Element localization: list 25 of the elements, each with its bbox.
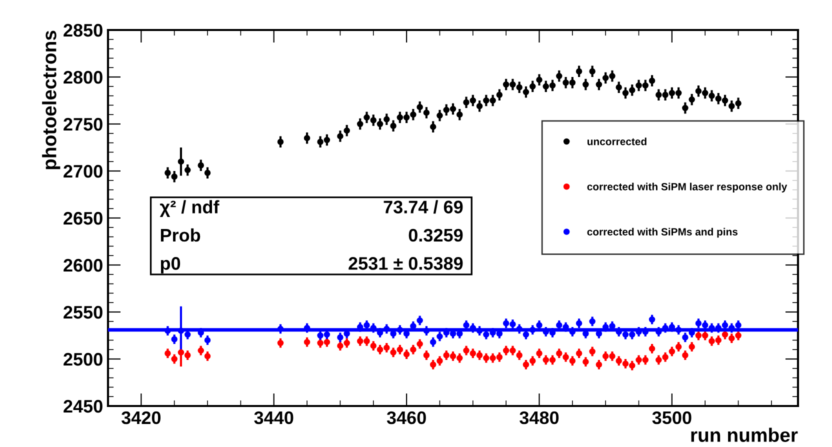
x-tick-label: 3480 bbox=[520, 411, 559, 424]
annotation: 2531 ± 0.5389 bbox=[348, 257, 463, 270]
legend-label: corrected with SiPMs and pins bbox=[587, 228, 738, 238]
y-tick-label: 2750 bbox=[64, 118, 102, 131]
y-tick-label: 2850 bbox=[64, 24, 102, 37]
legend-label: corrected with SiPM laser response only bbox=[587, 182, 788, 192]
x-axis-title: run number bbox=[691, 428, 798, 442]
y-tick-label: 2650 bbox=[64, 212, 102, 225]
x-tick-label: 3420 bbox=[122, 411, 161, 424]
annotation: Prob bbox=[160, 228, 200, 242]
annotation: 73.74 / 69 bbox=[384, 200, 463, 214]
legend-label: uncorrected bbox=[588, 138, 646, 146]
y-tick-label: 2550 bbox=[64, 306, 102, 319]
x-tick-label: 3500 bbox=[652, 411, 692, 424]
y-axis-title: photoelectrons bbox=[42, 30, 60, 170]
y-tick-label: 2450 bbox=[64, 400, 102, 413]
annotation: p0 bbox=[160, 257, 180, 274]
annotation: χ² / ndf bbox=[160, 200, 220, 218]
y-tick-label: 2500 bbox=[64, 352, 102, 366]
y-tick-label: 2600 bbox=[64, 258, 102, 272]
y-tick-label: 2800 bbox=[64, 70, 102, 84]
x-tick-label: 3440 bbox=[254, 411, 294, 424]
annotation: 0.3259 bbox=[408, 228, 463, 242]
x-tick-label: 3460 bbox=[386, 411, 426, 424]
y-tick-label: 2700 bbox=[64, 164, 102, 178]
